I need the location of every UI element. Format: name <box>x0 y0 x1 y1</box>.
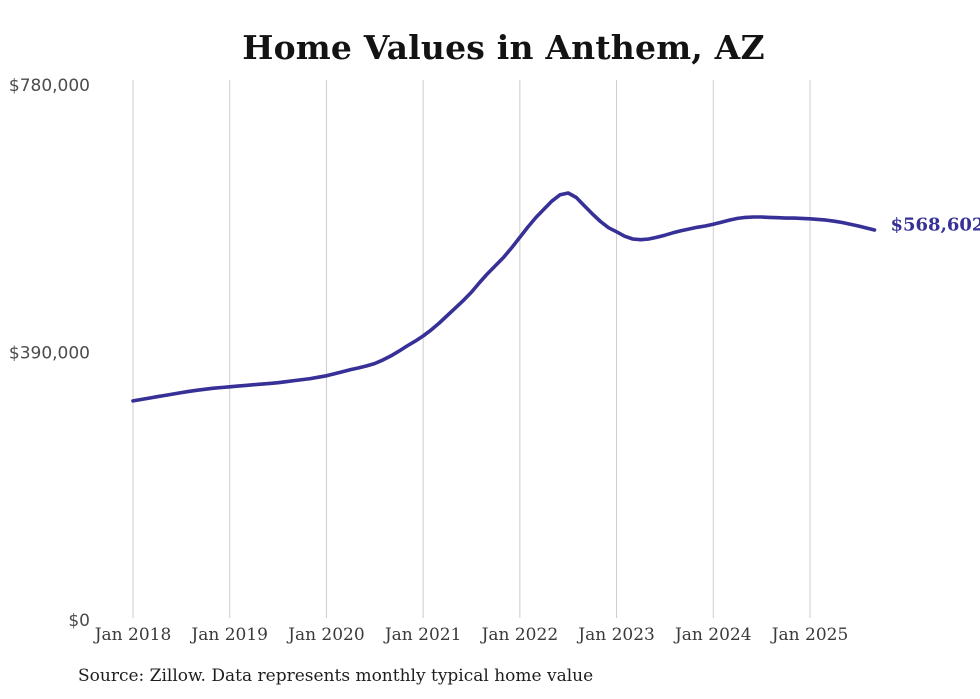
x-tick-label: Jan 2023 <box>576 625 655 645</box>
x-tick-label: Jan 2022 <box>480 625 559 645</box>
gridlines <box>132 80 811 618</box>
x-tick-label: Jan 2024 <box>673 625 752 645</box>
y-tick-label: $0 <box>68 611 90 631</box>
home-value-line <box>131 191 877 403</box>
x-tick-label: Jan 2019 <box>189 625 268 645</box>
x-tick-label: Jan 2021 <box>383 625 462 645</box>
x-axis-labels: Jan 2018 Jan 2019 Jan 2020 Jan 2021 Jan 2022… <box>93 625 849 645</box>
y-axis-labels: $0 $390,000 $780,000 <box>9 76 90 631</box>
chart-title: Home Values in Anthem, AZ <box>242 28 765 67</box>
x-tick-label: Jan 2018 <box>93 625 172 645</box>
x-tick-label: Jan 2025 <box>770 625 849 645</box>
y-tick-label: $780,000 <box>9 76 90 96</box>
x-tick-label: Jan 2020 <box>286 625 365 645</box>
current-value-label: $568,602 <box>890 214 980 235</box>
source-note: Source: Zillow. Data represents monthly … <box>78 666 594 686</box>
y-tick-label: $390,000 <box>9 344 90 364</box>
